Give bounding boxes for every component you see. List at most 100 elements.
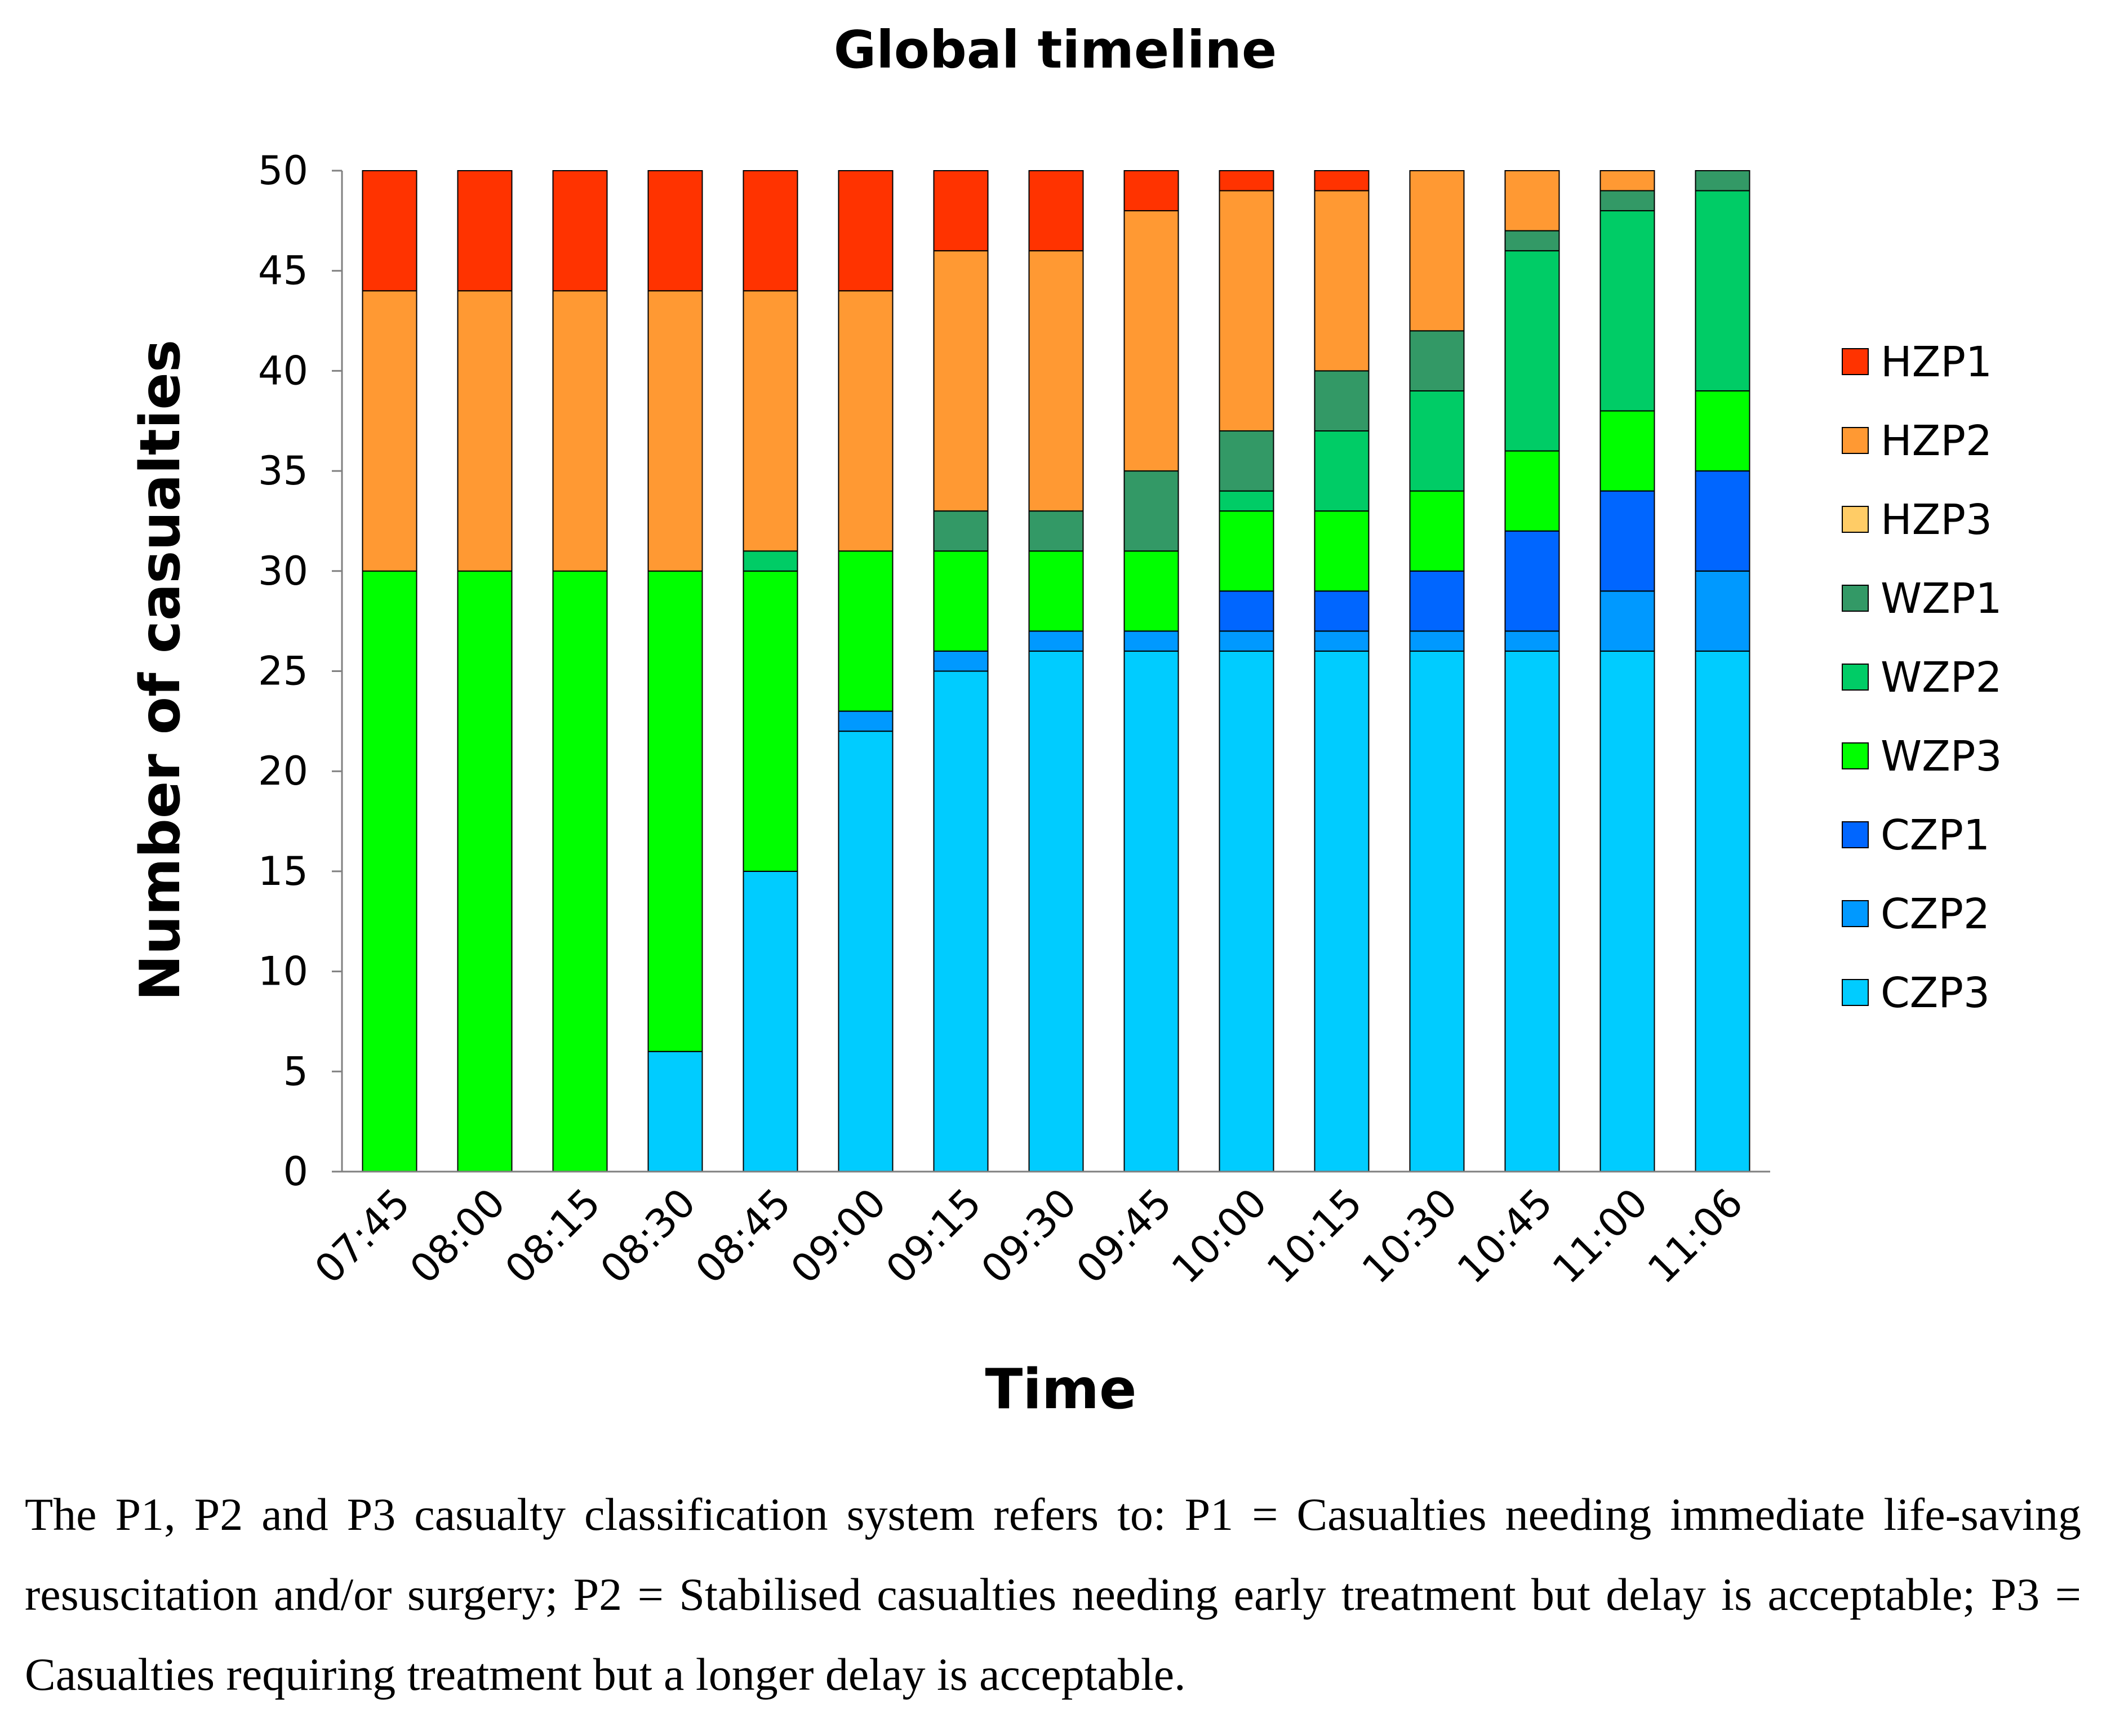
axes — [341, 171, 1770, 1173]
chart-title: Global timeline — [834, 20, 1277, 80]
bar-segment-wzp2 — [1314, 430, 1370, 512]
x-tick-label: 09:00 — [782, 1179, 895, 1293]
legend-label-hzp2: HZP2 — [1881, 417, 1992, 465]
bar-segment-wzp3 — [1028, 550, 1084, 632]
bar-segment-czp3 — [647, 1050, 703, 1173]
bar-segment-czp2 — [1123, 630, 1179, 652]
bar-segment-czp3 — [1599, 650, 1655, 1172]
x-tick-label: 08:15 — [496, 1179, 610, 1293]
bar-segment-czp2 — [838, 710, 894, 732]
y-tick-label: 25 — [258, 648, 308, 695]
bar-segment-wzp3 — [647, 570, 703, 1052]
bar-segment-wzp3 — [743, 570, 798, 872]
bar-segment-wzp3 — [1695, 390, 1750, 472]
bar-segment-wzp3 — [838, 550, 894, 712]
y-axis-ticks — [332, 170, 342, 1173]
bar-segment-hzp2 — [1504, 170, 1560, 232]
bar-segment-czp1 — [1314, 590, 1370, 632]
x-tick-label: 10:45 — [1448, 1179, 1562, 1293]
bar-segment-hzp2 — [552, 290, 608, 572]
legend-label-wzp3: WZP3 — [1881, 732, 2002, 781]
bar-segment-hzp2 — [1409, 170, 1465, 332]
bar-segment-hzp2 — [647, 290, 703, 572]
bar-segment-czp1 — [1409, 570, 1465, 632]
x-tick-label: 10:15 — [1258, 1179, 1371, 1293]
bar-segment-wzp1 — [1599, 190, 1655, 212]
legend-label-wzp2: WZP2 — [1881, 653, 2002, 702]
legend-label-wzp1: WZP1 — [1881, 575, 2002, 623]
bar-segment-wzp3 — [552, 570, 608, 1172]
bar-segment-czp3 — [838, 731, 894, 1172]
bar-segment-wzp2 — [743, 550, 798, 572]
bar-segment-czp3 — [1409, 650, 1465, 1172]
legend-label-czp2: CZP2 — [1881, 890, 1990, 938]
bar-segment-wzp1 — [1409, 330, 1465, 391]
bar-segment-wzp1 — [1219, 430, 1274, 492]
x-tick-label: 10:00 — [1163, 1179, 1276, 1293]
bar-segment-hzp1 — [362, 170, 417, 292]
legend-swatch-czp2 — [1842, 900, 1869, 927]
x-tick-label: 09:30 — [972, 1179, 1086, 1293]
figure-caption: The P1, P2 and P3 casualty classificatio… — [25, 1489, 2081, 1700]
legend-swatch-hzp1 — [1842, 348, 1869, 375]
bar-segment-wzp3 — [1504, 450, 1560, 532]
bar-segment-wzp2 — [1409, 390, 1465, 492]
bar-segment-czp2 — [1219, 630, 1274, 652]
y-tick-label: 35 — [258, 448, 308, 494]
bar-segment-wzp1 — [1028, 510, 1084, 552]
bar-segment-wzp3 — [457, 570, 513, 1172]
bar-segment-czp3 — [743, 870, 798, 1172]
legend-label-hzp1: HZP1 — [1881, 338, 1992, 386]
legend-swatch-czp1 — [1842, 821, 1869, 848]
legend-swatch-wzp3 — [1842, 742, 1869, 769]
x-tick-label: 09:15 — [877, 1179, 990, 1293]
bar-segment-hzp2 — [1219, 190, 1274, 432]
bar-segment-czp1 — [1504, 530, 1560, 632]
x-tick-label: 08:45 — [687, 1179, 800, 1293]
x-axis-tick-labels: 07:4508:0008:1508:3008:4509:0009:1509:30… — [306, 1179, 1752, 1293]
bar-segment-wzp1 — [1314, 370, 1370, 432]
y-axis-tick-labels: 0 5 10 15 20 25 30 35 40 45 50 — [258, 148, 308, 1195]
y-axis-label: Number of casualties — [128, 340, 193, 1001]
x-tick-label: 10:30 — [1353, 1179, 1466, 1293]
bar-segment-czp2 — [1599, 590, 1655, 652]
bar-segment-czp3 — [933, 670, 989, 1172]
y-tick-label: 20 — [258, 748, 308, 794]
bar-segment-czp2 — [1504, 630, 1560, 652]
legend-swatch-wzp2 — [1842, 664, 1869, 691]
bar-segment-hzp1 — [1028, 170, 1084, 252]
x-tick-label: 09:45 — [1068, 1179, 1181, 1293]
x-tick-label: 11:00 — [1544, 1179, 1657, 1293]
bar-segment-czp2 — [1695, 570, 1750, 652]
bar-segment-czp3 — [1695, 650, 1750, 1172]
legend-swatch-czp3 — [1842, 979, 1869, 1006]
legend-label-hzp3: HZP3 — [1881, 496, 1992, 544]
x-axis-label: Time — [985, 1357, 1136, 1422]
bar-segment-wzp3 — [1123, 550, 1179, 632]
bar-segment-hzp2 — [743, 290, 798, 552]
bar-segment-hzp2 — [1123, 210, 1179, 472]
y-tick-label: 45 — [258, 248, 308, 294]
bar-segment-czp3 — [1028, 650, 1084, 1172]
x-tick-label: 07:45 — [306, 1179, 419, 1293]
bar-segment-czp2 — [1314, 630, 1370, 652]
bar-segment-wzp2 — [1695, 190, 1750, 391]
bar-segment-wzp3 — [1599, 410, 1655, 492]
bar-segment-hzp1 — [552, 170, 608, 292]
bar-segment-czp2 — [933, 650, 989, 672]
bar-segment-wzp2 — [1504, 250, 1560, 452]
legend-swatch-wzp1 — [1842, 585, 1869, 612]
bar-segment-wzp1 — [933, 510, 989, 552]
bar-segment-hzp1 — [1314, 170, 1370, 192]
bar-segment-wzp1 — [1123, 470, 1179, 552]
legend-label-czp1: CZP1 — [1881, 811, 1990, 860]
y-tick-label: 0 — [283, 1149, 308, 1195]
bar-segment-czp3 — [1314, 650, 1370, 1172]
bar-segment-wzp1 — [1695, 170, 1750, 192]
bar-segment-hzp2 — [1028, 250, 1084, 512]
bar-segment-czp2 — [1028, 630, 1084, 652]
x-tick-label: 08:30 — [592, 1179, 705, 1293]
y-tick-label: 10 — [258, 949, 308, 995]
y-tick-label: 5 — [283, 1048, 308, 1094]
legend-label-czp3: CZP3 — [1881, 969, 1990, 1017]
